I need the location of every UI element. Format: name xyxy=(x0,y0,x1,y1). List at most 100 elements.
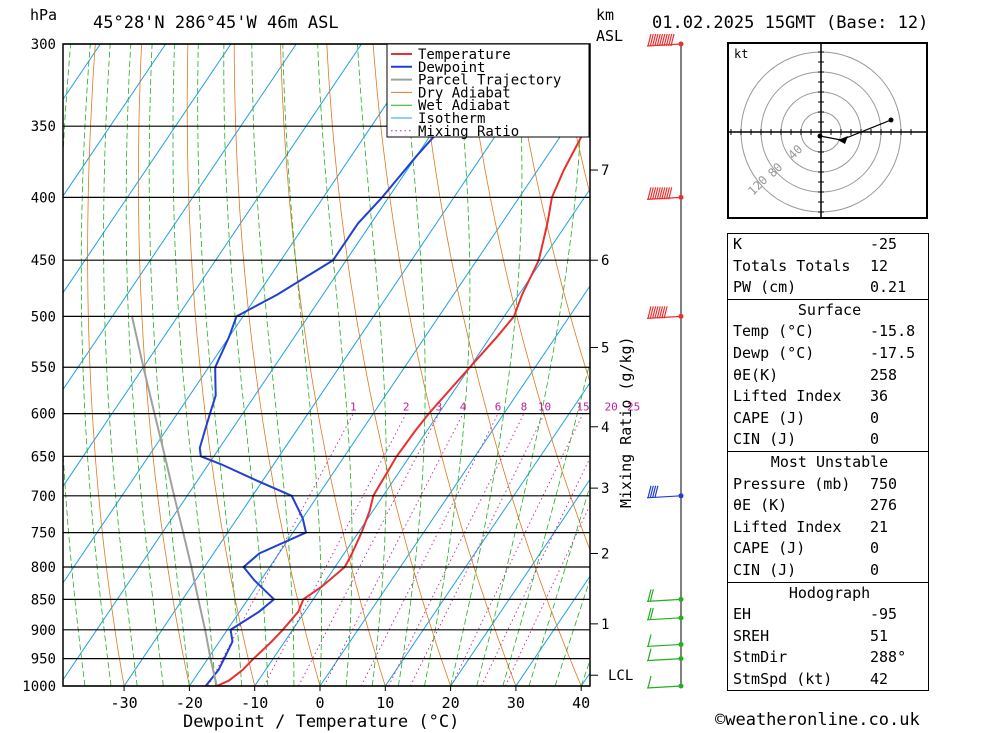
wind-barb-feather xyxy=(654,306,659,319)
pressure-tick-label: 800 xyxy=(31,560,56,576)
wind-barb-feather xyxy=(658,306,664,319)
km-tick-label: LCL xyxy=(608,668,633,684)
pressure-tick-label: 350 xyxy=(31,119,56,135)
wet-adiabat-line xyxy=(103,44,138,686)
series-lines xyxy=(131,44,590,686)
hodograph-stats-section: Hodograph EH -95 SREH 51 StmDir 288° StmSpd (k… xyxy=(728,583,928,692)
table-row: CAPE (J) 0 xyxy=(728,538,928,560)
row-value: 750 xyxy=(870,474,898,493)
axes: 1 2 3 4 6 8 10 15 20 2530035040045050055060065070… xyxy=(22,37,640,712)
table-row: Totals Totals 12 xyxy=(728,256,928,278)
wind-barb-feather xyxy=(654,187,659,200)
row-value: 42 xyxy=(870,669,889,688)
wind-barb-feather xyxy=(652,33,657,47)
wind-barb-shaft xyxy=(646,685,682,689)
wind-barb-feather xyxy=(647,33,652,47)
row-label: PW (cm) xyxy=(733,278,797,297)
x-tick-label: 0 xyxy=(315,694,324,712)
wind-barb-feather xyxy=(665,33,670,47)
pressure-tick-label: 1000 xyxy=(22,679,56,695)
mixing-ratio-line xyxy=(207,413,354,686)
pressure-tick-label: 700 xyxy=(31,489,56,505)
isotherm-line xyxy=(63,44,167,197)
wind-barb-shaft xyxy=(646,617,682,621)
wind-barb-feather xyxy=(663,33,668,47)
wind-barb-feather xyxy=(663,187,668,200)
wind-barb-shaft xyxy=(646,43,682,47)
footer-credit: ©weatheronline.co.uk xyxy=(715,710,920,730)
row-value: 12 xyxy=(870,256,889,275)
wind-barb-shaft xyxy=(646,495,682,499)
hpa-label: hPa xyxy=(30,6,57,24)
row-label: CAPE (J) xyxy=(733,408,806,427)
x-tick-label: -30 xyxy=(111,694,138,712)
wind-barb-feather xyxy=(649,589,654,602)
hodograph-ring-label: 40 xyxy=(785,142,805,162)
legend-label: Isotherm xyxy=(418,111,485,127)
mixing-ratio-label: 20 xyxy=(605,401,618,414)
mixing-ratio-label: 25 xyxy=(627,401,640,414)
x-tick-label: 30 xyxy=(507,694,525,712)
wind-barb-feather xyxy=(647,648,652,661)
row-label: StmSpd (kt) xyxy=(733,669,833,688)
km-tick-label: 1 xyxy=(601,617,609,633)
row-value: 288° xyxy=(870,648,907,667)
row-value: 258 xyxy=(870,365,898,384)
surface-title: Surface xyxy=(797,300,862,319)
table-row: θE(K) 258 xyxy=(728,365,928,387)
hodograph-unit: kt xyxy=(734,47,748,61)
dry-adiabat-line xyxy=(929,44,1000,686)
wind-barb-shaft xyxy=(646,658,682,662)
table-row: CIN (J) 0 xyxy=(728,429,928,451)
table-row: EH -95 xyxy=(728,604,928,626)
pressure-tick-label: 550 xyxy=(31,360,56,376)
mixing-ratio-label: 2 xyxy=(403,401,410,414)
row-value: -95 xyxy=(870,605,898,624)
mixing-ratio-label: 3 xyxy=(436,401,443,414)
table-row: CIN (J) 0 xyxy=(728,560,928,582)
row-value: 0 xyxy=(870,560,880,579)
legend-label: Dry Adiabat xyxy=(418,85,511,101)
x-tick-label: 10 xyxy=(376,694,394,712)
wind-barb-feather xyxy=(649,485,654,498)
mixing-ratio-line xyxy=(388,413,525,686)
mixing-ratio-label: 4 xyxy=(460,401,467,414)
row-label: CIN (J) xyxy=(733,560,797,579)
legend-label: Wet Adiabat xyxy=(418,98,511,114)
isotherm-line xyxy=(63,44,493,681)
dry-adiabat-line xyxy=(137,44,190,686)
table-row: Lifted Index 36 xyxy=(728,386,928,408)
isotherm-line xyxy=(384,381,590,686)
row-value: 276 xyxy=(870,496,898,515)
row-label: θE(K) xyxy=(733,365,779,384)
mixing-ratio-label: 1 xyxy=(350,401,357,414)
x-tick-label: -20 xyxy=(176,694,203,712)
wet-adiabat-line xyxy=(251,44,295,686)
km-tick-label: 2 xyxy=(601,547,609,563)
mixing-ratio-label: 8 xyxy=(521,401,528,414)
wind-barb-feather xyxy=(647,306,652,319)
pressure-tick-label: 400 xyxy=(31,190,56,206)
wet-adiabat-line xyxy=(223,44,269,686)
table-row: Pressure (mb) 750 xyxy=(728,474,928,496)
most-unstable-section: Most Unstable Pressure (mb) 750 θE (K) 276 L… xyxy=(728,452,928,583)
wind-barb-feather xyxy=(649,187,654,200)
wet-adiabat-line xyxy=(398,44,426,686)
table-row: θE (K) 276 xyxy=(728,495,928,517)
wind-barb-feather xyxy=(661,33,666,47)
km-tick-label: 4 xyxy=(601,420,609,436)
table-row: StmSpd (kt) 42 xyxy=(728,669,928,691)
wind-barb-feather xyxy=(663,306,668,319)
pressure-tick-label: 900 xyxy=(31,623,56,639)
parcel-trajectory-line xyxy=(131,316,218,686)
wind-barb-feather xyxy=(656,33,661,47)
wet-adiabat-line xyxy=(148,44,190,686)
mixing-ratio-line xyxy=(504,504,590,686)
hodograph-start-dot xyxy=(817,133,823,139)
km-label: km xyxy=(596,6,614,24)
mixing-ratio-line xyxy=(263,413,407,686)
wind-barb-feather xyxy=(647,607,652,620)
wind-barb-feather xyxy=(649,607,654,620)
